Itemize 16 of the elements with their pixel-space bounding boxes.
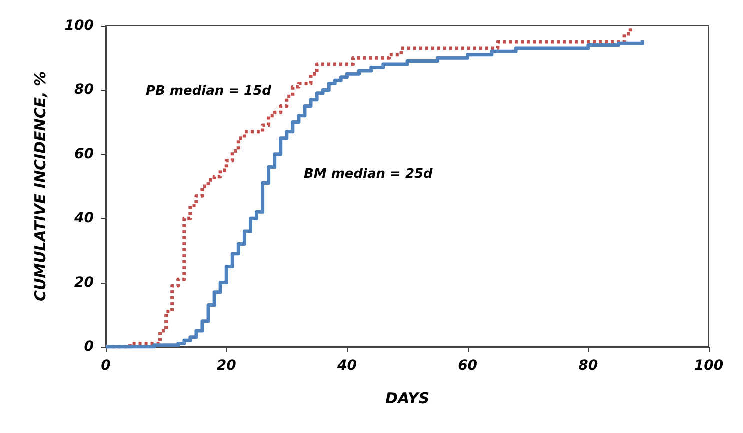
y-tick-label: 0: [84, 339, 94, 355]
y-tick-label: 60: [74, 146, 94, 162]
y-tick-label: 80: [74, 82, 94, 98]
x-tick-label: 0: [101, 358, 112, 374]
x-tick-label: 80: [578, 358, 598, 374]
y-tick-label: 40: [74, 210, 94, 227]
y-tick-label: 100: [64, 18, 94, 34]
y-axis-title: CUMULATIVE INCIDENCE, %: [32, 71, 50, 302]
y-tick-label: 20: [74, 274, 94, 291]
x-tick-label: 60: [458, 358, 478, 374]
x-tick-label: 20: [216, 358, 237, 374]
x-axis-title: DAYS: [385, 390, 430, 408]
annotation: PB median = 15d: [146, 84, 272, 99]
x-tick-label: 100: [694, 358, 724, 374]
annotation: BM median = 25d: [304, 167, 434, 182]
x-tick-label: 40: [336, 358, 358, 374]
